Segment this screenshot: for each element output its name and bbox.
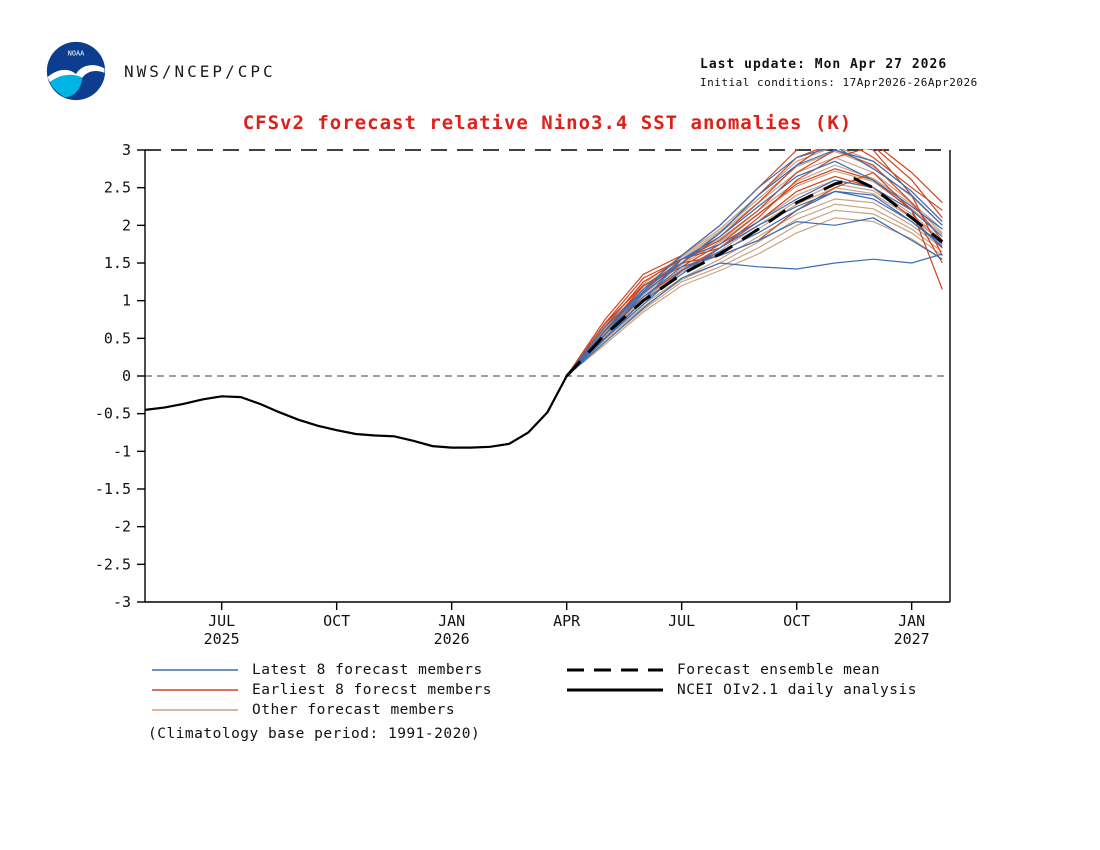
noaa-gull-icon bbox=[47, 65, 105, 83]
latest-members-line-sample bbox=[152, 669, 238, 671]
x-tick-label: JAN bbox=[898, 612, 925, 630]
forecast-member-line bbox=[566, 149, 943, 377]
y-tick-label: -0.5 bbox=[95, 405, 131, 423]
observation-line bbox=[145, 375, 568, 449]
y-tick-label: 3 bbox=[122, 141, 131, 159]
forecast-member-line bbox=[566, 217, 943, 377]
chart-title: CFSv2 forecast relative Nino3.4 SST anom… bbox=[242, 112, 853, 134]
forecast-member-line bbox=[566, 253, 943, 377]
noaa-logo-text: NOAA bbox=[68, 50, 84, 58]
forecast-member-line bbox=[566, 149, 943, 377]
y-tick-label: -1 bbox=[113, 442, 131, 460]
x-tick-label: OCT bbox=[323, 612, 350, 630]
other-members-line-sample bbox=[152, 709, 238, 711]
forecast-member-line bbox=[566, 203, 943, 377]
climatology-note: (Climatology base period: 1991-2020) bbox=[148, 726, 481, 742]
x-tick-year: 2027 bbox=[894, 630, 930, 648]
legend-label-analysis: NCEI OIv2.1 daily analysis bbox=[677, 682, 917, 698]
forecast-member-line bbox=[566, 149, 943, 377]
legend-item-ensemble-mean: Forecast ensemble mean bbox=[565, 662, 880, 678]
legend-item-other-members: Other forecast members bbox=[150, 702, 455, 718]
ensemble-mean-line-sample bbox=[567, 668, 663, 672]
initial-conditions-text: Initial conditions: 17Apr2026-26Apr2026 bbox=[700, 76, 978, 89]
forecast-member-line bbox=[566, 160, 943, 377]
y-tick-label: -3 bbox=[113, 593, 131, 611]
ensemble-mean-line bbox=[565, 177, 944, 378]
forecast-member-line bbox=[566, 149, 943, 377]
x-tick-label: JUL bbox=[208, 612, 235, 630]
x-tick-label: JUL bbox=[668, 612, 695, 630]
analysis-line-sample bbox=[567, 688, 663, 692]
y-tick-label: 1.5 bbox=[104, 254, 131, 272]
forecast-member-line bbox=[566, 171, 943, 377]
last-update-text: Last update: Mon Apr 27 2026 bbox=[700, 57, 948, 72]
y-tick-label: 0.5 bbox=[104, 329, 131, 347]
legend-item-latest-members: Latest 8 forecast members bbox=[150, 662, 483, 678]
legend-label-ensemble-mean: Forecast ensemble mean bbox=[677, 662, 881, 678]
y-tick-label: 2.5 bbox=[104, 179, 131, 197]
y-tick-label: 0 bbox=[122, 367, 131, 385]
legend-label-other: Other forecast members bbox=[252, 702, 456, 718]
x-tick-year: 2025 bbox=[204, 630, 240, 648]
legend-label-latest: Latest 8 forecast members bbox=[252, 662, 483, 678]
update-info: Last update: Mon Apr 27 2026 Initial con… bbox=[700, 57, 978, 89]
legend-label-earliest: Earliest 8 forecst members bbox=[252, 682, 492, 698]
forecast-member-line bbox=[566, 209, 943, 377]
noaa-logo: NOAA bbox=[46, 41, 106, 101]
x-tick-label: APR bbox=[553, 612, 581, 630]
y-tick-label: -2.5 bbox=[95, 555, 131, 573]
forecast-member-line bbox=[566, 190, 943, 377]
x-tick-label: JAN bbox=[438, 612, 465, 630]
forecast-member-line bbox=[566, 168, 943, 377]
earliest-members-line-sample bbox=[152, 689, 238, 691]
x-tick-year: 2026 bbox=[434, 630, 470, 648]
legend-item-earliest-members: Earliest 8 forecst members bbox=[150, 682, 492, 698]
forecast-member-line bbox=[566, 217, 943, 377]
noaa-sea-shape bbox=[49, 74, 83, 98]
agency-name: NWS/NCEP/CPC bbox=[124, 62, 276, 81]
y-tick-label: 1 bbox=[122, 292, 131, 310]
y-tick-label: -1.5 bbox=[95, 480, 131, 498]
forecast-member-line bbox=[566, 149, 943, 377]
forecast-member-line bbox=[566, 190, 943, 377]
y-tick-label: 2 bbox=[122, 216, 131, 234]
legend-item-analysis: NCEI OIv2.1 daily analysis bbox=[565, 682, 917, 698]
forecast-member-line bbox=[566, 149, 943, 377]
x-tick-label: OCT bbox=[783, 612, 810, 630]
y-tick-label: -2 bbox=[113, 518, 131, 536]
